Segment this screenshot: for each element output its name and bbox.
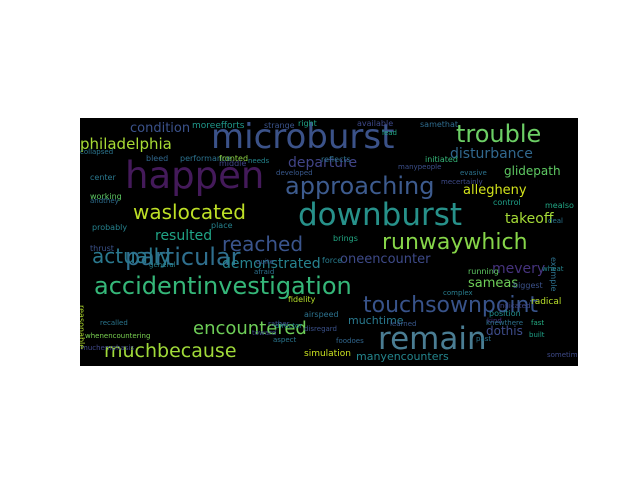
word-45: middle — [219, 159, 247, 168]
word-34: right — [298, 119, 317, 128]
word-40: fidelity — [288, 295, 316, 304]
word-74: mecertainly — [441, 178, 483, 186]
word-3: remain — [378, 321, 487, 357]
word-73: learned — [390, 320, 417, 328]
word-18: disturbance — [450, 146, 533, 162]
word-33: fronted — [219, 154, 249, 163]
word-61: fast — [531, 319, 545, 327]
word-15: philadelphia — [80, 135, 172, 153]
word-16: condition — [130, 121, 191, 136]
word-72: afraid — [254, 268, 275, 276]
word-60: built — [529, 331, 545, 339]
word-57: radical — [531, 297, 562, 307]
word-81: disregard — [304, 325, 337, 333]
word-56: biggest — [513, 281, 543, 290]
word-13: muchbecause — [104, 340, 237, 362]
word-71: quite — [256, 258, 274, 266]
word-52: initiated — [425, 155, 458, 164]
word-89: deal — [548, 217, 563, 225]
word-43: force — [322, 256, 343, 265]
word-37: working — [90, 192, 122, 201]
word-26: sameas — [468, 276, 519, 291]
word-cloud: microburst happen downburst remain approachi… — [80, 118, 578, 366]
word-51: samethat — [420, 120, 459, 129]
word-65: rather — [268, 320, 290, 328]
word-68: muchemphasis — [81, 344, 135, 352]
word-64: general — [149, 261, 176, 269]
word-63: example — [549, 257, 558, 292]
word-53: control — [493, 198, 521, 207]
word-17: departure — [288, 155, 358, 171]
word-6: accidentinvestigation — [94, 272, 352, 300]
word-5: trouble — [456, 120, 542, 148]
word-58: position — [489, 309, 521, 318]
word-42: simulation — [304, 349, 351, 359]
word-79: needs — [248, 157, 270, 165]
word-24: oneencounter — [340, 252, 431, 267]
word-41: airspeed — [304, 310, 339, 319]
word-31: bleed — [146, 154, 169, 163]
word-22: resulted — [155, 228, 213, 244]
word-87: knewthere — [486, 319, 524, 327]
word-38: probably — [92, 223, 128, 232]
word-32: performance — [180, 154, 232, 163]
word-44: place — [211, 221, 233, 230]
word-8: touchsownpoint — [363, 293, 539, 318]
word-12: reached — [222, 232, 304, 256]
word-28: dothis — [486, 324, 523, 338]
word-25: mevery — [492, 261, 546, 277]
word-88: manypeople — [398, 163, 442, 171]
word-2: downburst — [298, 197, 463, 233]
word-54: mealso — [545, 201, 574, 210]
word-20: glidepath — [504, 164, 561, 178]
word-50: available — [357, 119, 394, 128]
word-36: center — [90, 173, 116, 182]
word-86: wheat — [542, 265, 564, 273]
word-21: takeoff — [505, 211, 554, 227]
word-75: evasive — [460, 169, 487, 177]
word-39: thrust — [90, 244, 114, 253]
word-19: allegheny — [463, 183, 527, 198]
word-48: reflects — [321, 155, 351, 164]
word-27: muchtime — [348, 314, 404, 327]
word-1: happen — [125, 154, 265, 197]
word-23: demonstrated — [222, 256, 321, 272]
word-9: runwaywhich — [382, 230, 528, 255]
word-67: whenencountering — [85, 332, 151, 340]
word-35: strange — [264, 121, 295, 130]
word-30: moreefforts — [192, 121, 245, 131]
word-85: complex — [443, 289, 473, 297]
word-10: waslocated — [133, 200, 246, 224]
word-69: andthey — [90, 197, 119, 205]
word-55: running — [468, 267, 499, 276]
word-47: director — [275, 322, 303, 330]
word-46: developed — [276, 169, 313, 177]
word-83: past — [476, 335, 492, 343]
word-77: reasonable — [80, 305, 86, 350]
word-76: lead — [382, 129, 397, 137]
word-84: indicated — [498, 302, 531, 310]
word-11: actually — [92, 244, 171, 268]
word-70: collapsed — [80, 148, 114, 156]
word-80: toward — [252, 329, 277, 337]
word-0: microburst — [211, 118, 395, 157]
word-59: kind — [487, 317, 502, 325]
word-49: brings — [333, 234, 358, 243]
word-14: encountered — [193, 318, 307, 339]
word-4: approaching — [285, 172, 435, 200]
word-66: aspect — [273, 336, 297, 344]
word-7: particular — [125, 243, 241, 271]
word-82: foodoes — [336, 337, 364, 345]
word-78: recalled — [100, 319, 128, 327]
word-29: manyencounters — [356, 350, 449, 363]
